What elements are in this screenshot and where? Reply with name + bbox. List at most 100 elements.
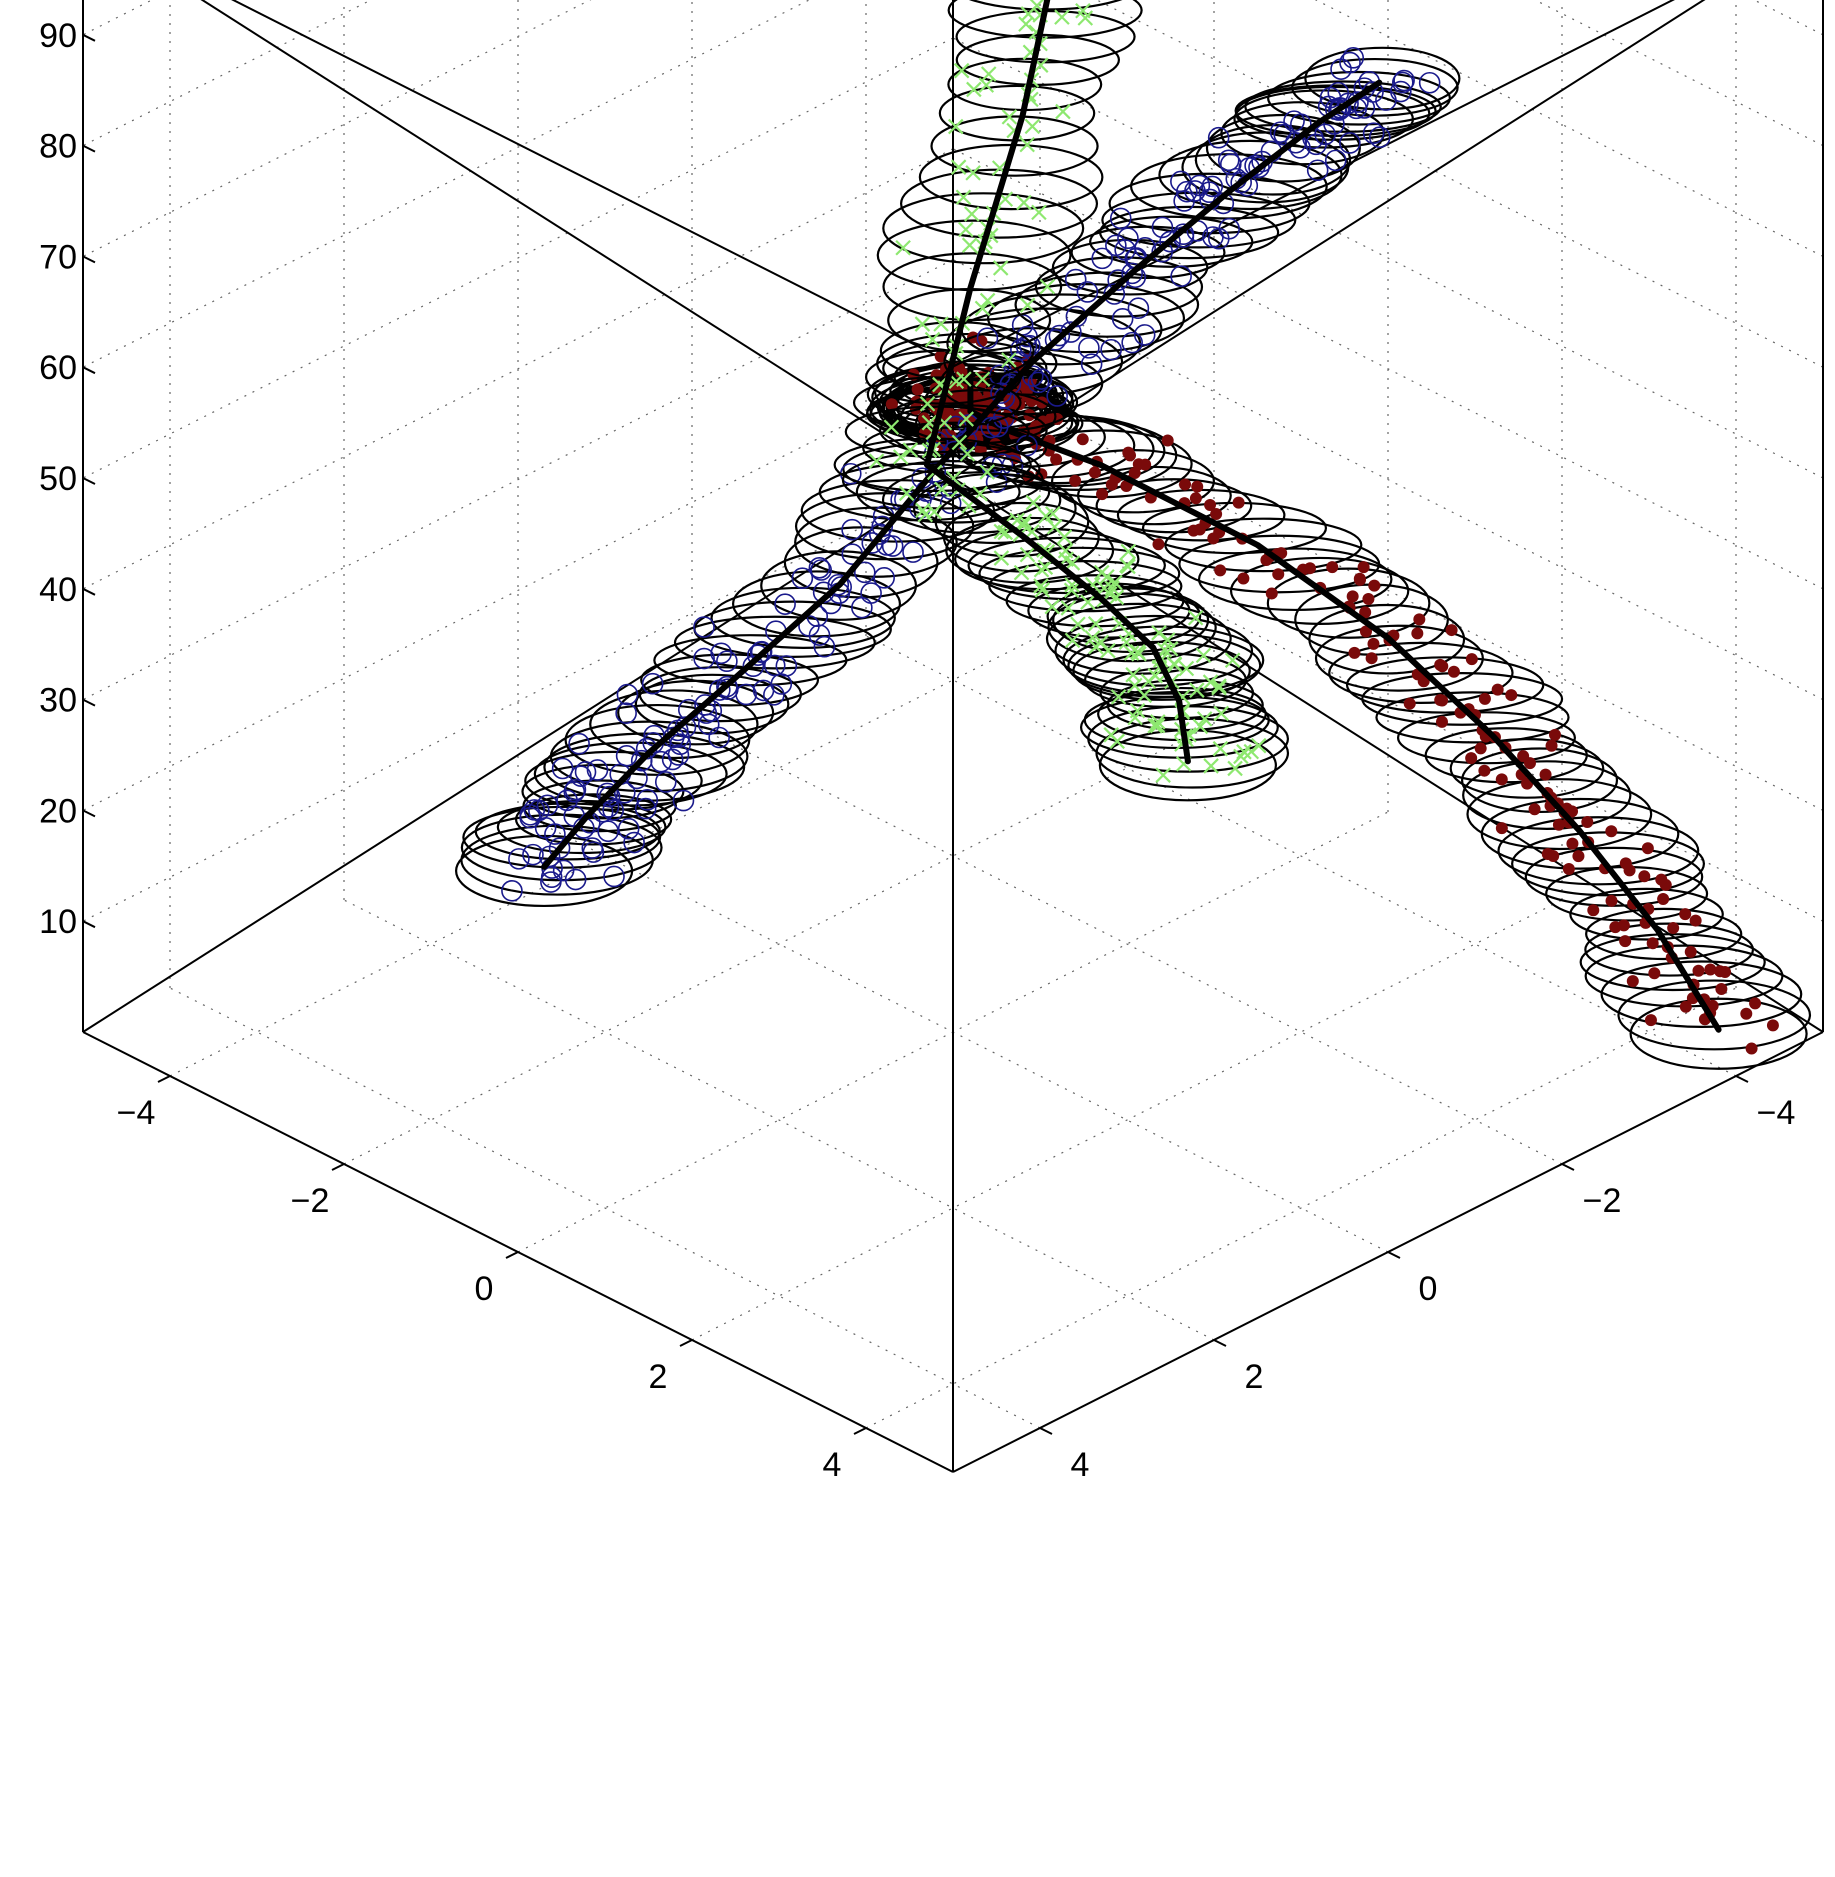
z-tick-mark bbox=[82, 366, 96, 375]
data-point bbox=[827, 573, 850, 596]
grid-line-y bbox=[865, 635, 1737, 1077]
y-tick-label: 2 bbox=[1245, 1358, 1264, 1396]
data-point bbox=[1060, 321, 1082, 343]
data-point bbox=[1105, 478, 1118, 491]
data-point bbox=[883, 419, 900, 436]
data-point bbox=[747, 644, 769, 666]
data-point bbox=[1517, 750, 1530, 763]
box-edge bbox=[231, 0, 954, 365]
z-tick-mark bbox=[82, 920, 96, 929]
data-point bbox=[669, 733, 692, 756]
y-tick-mark bbox=[1561, 1163, 1575, 1171]
data-point bbox=[1393, 69, 1415, 92]
z-tick-label: 70 bbox=[39, 238, 77, 276]
data-point bbox=[1218, 217, 1240, 240]
data-point bbox=[1179, 478, 1192, 491]
grid-line-z bbox=[952, 259, 1824, 701]
z-tick-label: 80 bbox=[39, 128, 77, 166]
data-point bbox=[1745, 1042, 1758, 1055]
grid-line-z bbox=[1095, 0, 1824, 368]
data-point bbox=[1447, 665, 1460, 678]
data-point bbox=[1230, 171, 1252, 194]
z-tick-mark bbox=[82, 809, 96, 818]
data-point bbox=[1057, 543, 1074, 559]
data-point bbox=[672, 789, 695, 812]
data-point bbox=[1084, 630, 1101, 646]
data-point bbox=[1445, 624, 1458, 637]
data-point bbox=[1269, 121, 1292, 143]
tube-ring bbox=[1569, 887, 1724, 941]
data-point bbox=[1692, 964, 1705, 977]
data-point bbox=[873, 567, 895, 589]
data-point bbox=[1324, 149, 1347, 172]
tube-ring bbox=[673, 615, 876, 670]
data-point bbox=[1362, 593, 1375, 606]
data-point bbox=[791, 567, 814, 590]
data-point bbox=[1203, 758, 1219, 774]
data-point bbox=[1170, 265, 1192, 288]
data-point bbox=[939, 492, 962, 515]
data-point bbox=[1547, 849, 1560, 862]
data-point bbox=[1619, 857, 1632, 870]
data-point bbox=[941, 428, 954, 441]
tube-ring bbox=[533, 741, 728, 807]
tube-ring bbox=[1617, 979, 1812, 1051]
data-point bbox=[1013, 564, 1030, 581]
data-point bbox=[1121, 262, 1143, 285]
data-point bbox=[1740, 1007, 1753, 1020]
data-point bbox=[1367, 637, 1380, 650]
data-point bbox=[1166, 656, 1183, 673]
series-3 bbox=[833, 0, 1290, 802]
data-point bbox=[1096, 488, 1109, 501]
z-tick-mark bbox=[82, 477, 96, 485]
tube-ring bbox=[1314, 624, 1484, 692]
data-point bbox=[1152, 538, 1165, 551]
tube-ring bbox=[1197, 547, 1393, 612]
x-tick-mark bbox=[331, 1163, 345, 1171]
data-point bbox=[1192, 718, 1209, 735]
data-point bbox=[508, 848, 530, 870]
z-tick-label: 30 bbox=[39, 682, 77, 720]
data-point bbox=[1505, 689, 1518, 702]
data-point bbox=[841, 518, 863, 541]
data-point bbox=[551, 757, 574, 780]
grid-line-z bbox=[952, 148, 1824, 590]
data-point bbox=[1136, 687, 1153, 704]
data-point bbox=[1159, 632, 1176, 648]
data-point bbox=[1198, 181, 1221, 204]
grid-line-z bbox=[82, 369, 954, 811]
data-point bbox=[1704, 963, 1717, 976]
data-point bbox=[1060, 600, 1077, 616]
y-tick-mark bbox=[1039, 1427, 1053, 1435]
data-point bbox=[1411, 627, 1424, 640]
data-point bbox=[959, 446, 976, 462]
data-point bbox=[1100, 642, 1116, 659]
data-point bbox=[1348, 646, 1361, 659]
data-point bbox=[1044, 598, 1061, 615]
data-point bbox=[1001, 109, 1018, 125]
data-point bbox=[1679, 908, 1692, 921]
data-point bbox=[1368, 579, 1381, 592]
data-point bbox=[979, 464, 995, 480]
tube-ring bbox=[1067, 632, 1262, 699]
data-point bbox=[563, 781, 586, 803]
data-point bbox=[1644, 1014, 1657, 1027]
y-tick-mark bbox=[1735, 1075, 1749, 1083]
data-point bbox=[1210, 508, 1223, 521]
data-point bbox=[1605, 894, 1618, 907]
data-point bbox=[1478, 692, 1491, 705]
data-point bbox=[1552, 818, 1565, 831]
data-point bbox=[641, 672, 664, 695]
data-point bbox=[1689, 914, 1702, 927]
data-point bbox=[1193, 523, 1206, 536]
grid-line-z bbox=[82, 0, 154, 36]
data-point bbox=[979, 292, 996, 309]
tube-ring bbox=[882, 252, 1063, 322]
data-point bbox=[1749, 997, 1762, 1010]
data-point bbox=[552, 859, 575, 882]
data-point bbox=[1572, 850, 1585, 863]
data-point bbox=[752, 679, 775, 702]
data-point bbox=[1037, 559, 1054, 576]
data-point bbox=[1046, 519, 1063, 535]
